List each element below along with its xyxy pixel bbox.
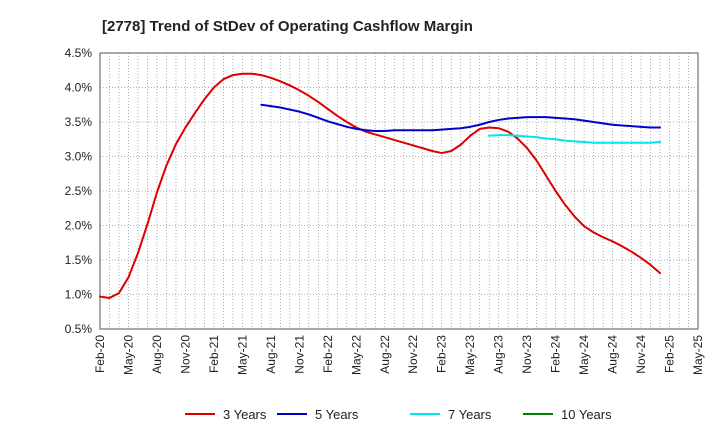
x-tick-label: Feb-23 [435,335,449,373]
grid-lines [99,52,699,330]
x-tick-label: Nov-20 [178,335,192,374]
x-tick-label: Aug-21 [264,335,278,374]
y-tick-label: 2.0% [65,219,93,233]
x-tick-label: Nov-24 [634,335,648,374]
y-tick-label: 4.5% [65,46,93,60]
series-line-3-years [99,72,662,299]
y-axis-ticks: 0.5% 1.0% 1.5% 2.0% 2.5% 3.0% 3.5% 4.0% 4.5% [65,46,93,336]
x-tick-label: May-23 [463,335,477,375]
series-line-5-years [260,103,662,132]
x-tick-label: Feb-22 [321,335,335,373]
plot-area [100,53,698,329]
x-tick-label: May-21 [235,335,249,375]
y-tick-label: 3.5% [65,115,93,129]
x-tick-label: Nov-23 [520,335,534,374]
series-line-7-years [488,134,662,144]
y-tick-label: 1.5% [65,253,93,267]
x-tick-label: May-22 [349,335,363,375]
y-tick-label: 3.0% [65,150,93,164]
x-tick-label: May-24 [577,335,591,375]
legend-label: 7 Years [448,407,492,422]
chart-title: [2778] Trend of StDev of Operating Cashf… [102,18,473,35]
x-tick-label: Aug-23 [492,335,506,374]
legend-label: 10 Years [561,407,612,422]
x-tick-label: Aug-22 [378,335,392,374]
y-tick-label: 2.5% [65,184,93,198]
x-tick-label: Feb-21 [207,335,221,373]
legend: 3 Years 5 Years 7 Years 10 Years [185,407,612,422]
legend-label: 3 Years [223,407,267,422]
x-tick-label: May-25 [691,335,705,375]
x-tick-label: Aug-24 [606,335,620,374]
y-tick-label: 1.0% [65,288,93,302]
x-tick-label: Feb-24 [549,335,563,373]
x-axis-ticks: Feb-20 May-20 Aug-20 Nov-20 Feb-21 May-21 Aug-… [93,335,705,375]
x-tick-label: Aug-20 [150,335,164,374]
y-tick-label: 4.0% [65,81,93,95]
plot-frame [99,52,699,330]
x-tick-label: Feb-25 [663,335,677,373]
y-tick-label: 0.5% [65,322,93,336]
x-tick-label: May-20 [121,335,135,375]
series-layer [99,72,662,299]
x-tick-label: Nov-21 [292,335,306,374]
x-tick-label: Feb-20 [93,335,107,373]
legend-label: 5 Years [315,407,359,422]
x-tick-label: Nov-22 [406,335,420,374]
